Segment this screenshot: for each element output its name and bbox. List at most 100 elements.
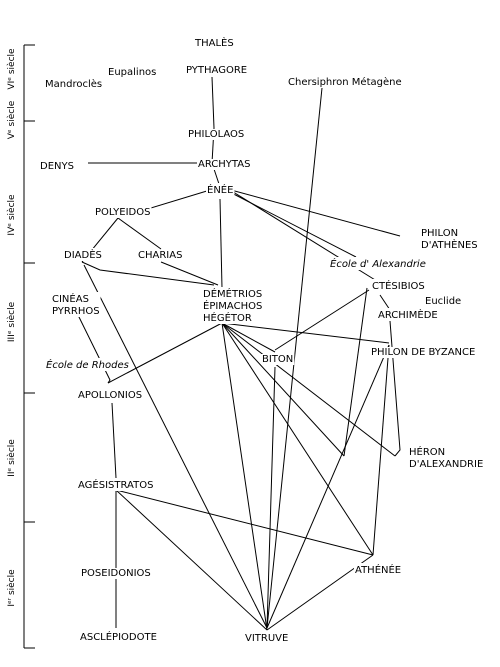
label-athenee: ATHÉNÉE bbox=[355, 563, 401, 576]
label-backdrop bbox=[137, 250, 184, 261]
edge-apollonios-to-agesistratos bbox=[111, 402, 117, 479]
label-euclide: Euclide bbox=[425, 296, 461, 307]
label-line: PYRRHOS bbox=[52, 306, 100, 317]
label-line: DÉMÉTRIOS bbox=[203, 287, 262, 300]
label-vitruve: VITRUVE bbox=[245, 633, 288, 644]
label-backdrop bbox=[45, 358, 130, 371]
label-backdrop bbox=[77, 478, 155, 491]
edge-demetrios-to-athenee bbox=[221, 322, 374, 556]
label-line: VITRUVE bbox=[245, 633, 288, 644]
label-line: HÉGÉTOR bbox=[203, 311, 252, 324]
label-backdrop bbox=[79, 630, 158, 643]
edge-ctesibios-to-biton bbox=[274, 289, 370, 351]
label-cineas: CINÉAS PYRRHOS bbox=[52, 292, 100, 317]
label-backdrop bbox=[187, 129, 246, 140]
edge-diades-to-demetrios bbox=[81, 261, 215, 286]
label-line: ÉNÉE bbox=[207, 183, 233, 196]
edge-ecole_rhodes-to-demetrios bbox=[107, 322, 223, 384]
edge-chersiphron-to-vitruve bbox=[266, 87, 323, 629]
century-label-c4: IVᵉ siècle bbox=[6, 194, 17, 236]
label-backdrop bbox=[193, 36, 235, 49]
label-backdrop bbox=[370, 347, 477, 358]
century-label-c3: IIIᵉ siècle bbox=[6, 301, 17, 342]
label-ctesibios: CTÉSIBIOS bbox=[372, 279, 425, 292]
label-line: THALÈS bbox=[194, 36, 234, 49]
label-backdrop bbox=[329, 257, 427, 270]
edge-polyeidos-to-charias bbox=[117, 217, 162, 250]
label-line: École de Rhodes bbox=[46, 358, 129, 371]
label-ecole-rhodes: École de Rhodes bbox=[46, 358, 129, 371]
label-poseidonios: POSEIDONIOS bbox=[81, 568, 151, 579]
label-backdrop bbox=[202, 287, 264, 324]
label-backdrop bbox=[44, 78, 104, 90]
label-pythagore: PYTHAGORE bbox=[186, 65, 247, 76]
edge-enee-to-philon_athenes bbox=[219, 186, 401, 237]
edge-archimede-to-heron bbox=[389, 320, 401, 457]
label-line: CTÉSIBIOS bbox=[372, 279, 425, 292]
label-philon-byzance: PHILON DE BYZANCE bbox=[371, 347, 475, 358]
label-backdrop bbox=[80, 568, 152, 579]
century-label-c6: VIᵉ siècle bbox=[6, 48, 17, 90]
label-backdrop bbox=[354, 563, 403, 576]
label-line: APOLLONIOS bbox=[78, 390, 142, 401]
edge-demetrios-to-vitruve bbox=[221, 322, 268, 631]
edge-demetrios-to-biton bbox=[221, 322, 276, 353]
label-eupalinos: Eupalinos bbox=[108, 67, 156, 78]
label-philon-athenes: PHILON D'ATHÈNES bbox=[421, 228, 478, 251]
label-line: PHILON bbox=[421, 228, 458, 239]
label-backdrop bbox=[197, 159, 252, 170]
label-backdrop bbox=[206, 183, 235, 196]
edge-philon_byzance-to-athenee bbox=[372, 344, 390, 556]
label-line: Chersiphron Métagène bbox=[288, 76, 402, 88]
century-axis: VIᵉ siècle Vᵉ siècle IVᵉ siècle IIIᵉ siècle… bbox=[6, 44, 35, 649]
label-line: D'ALEXANDRIE bbox=[409, 459, 483, 470]
label-biton: BITON bbox=[262, 354, 293, 365]
century-label-c5: Vᵉ siècle bbox=[6, 100, 17, 139]
label-line: POLYEIDOS bbox=[95, 207, 150, 218]
label-line: AGÉSISTRATOS bbox=[78, 478, 153, 491]
label-line: HÉRON bbox=[409, 445, 445, 458]
label-backdrop bbox=[185, 65, 249, 76]
edge-ctesibios-to-archimede bbox=[379, 294, 391, 311]
edge-diades-to-vitruve bbox=[83, 264, 268, 629]
connection-lines bbox=[77, 76, 401, 631]
label-backdrop bbox=[287, 76, 403, 88]
label-line: ARCHYTAS bbox=[198, 159, 250, 170]
label-backdrop bbox=[244, 633, 290, 644]
label-backdrop bbox=[424, 296, 463, 307]
edge-demetrios-to-philon_byzance bbox=[221, 322, 390, 344]
label-agesistratos: AGÉSISTRATOS bbox=[78, 478, 153, 491]
label-charias: CHARIAS bbox=[138, 250, 182, 261]
edge-philon_byzance-to-vitruve bbox=[266, 344, 390, 629]
label-diades: DIADÈS bbox=[64, 248, 102, 261]
label-backdrop bbox=[77, 390, 144, 401]
edge-enee-to-demetrios bbox=[219, 198, 223, 289]
edge-biton-to-vitruve bbox=[266, 366, 276, 629]
label-line: ATHÉNÉE bbox=[355, 563, 401, 576]
label-ecole-alexandrie: École d' Alexandrie bbox=[330, 257, 426, 270]
label-backdrop bbox=[408, 445, 485, 470]
label-line: DENYS bbox=[40, 161, 74, 172]
label-backdrop bbox=[420, 228, 479, 251]
edge-agesistratos-to-athenee bbox=[115, 489, 374, 556]
edge-demetrios-to-heron_junction bbox=[221, 322, 345, 457]
label-thales: THALÈS bbox=[194, 36, 234, 49]
label-line: École d' Alexandrie bbox=[330, 257, 426, 270]
label-demetrios: DÉMÉTRIOS ÉPIMACHOS HÉGÉTOR bbox=[203, 287, 262, 324]
edge-agesistratos-to-vitruve bbox=[115, 489, 268, 631]
century-label-c1: Iᵉʳ siècle bbox=[6, 569, 17, 607]
label-line: BITON bbox=[262, 354, 293, 365]
label-mandrocles: Mandroclès bbox=[45, 78, 102, 90]
edge-ctesibios-to-heron_junction bbox=[343, 287, 368, 457]
label-philolaos: PHILOLAOS bbox=[188, 129, 244, 140]
edge-charias-to-demetrios bbox=[160, 261, 219, 286]
label-line: PHILOLAOS bbox=[188, 129, 244, 140]
edge-enee-to-ecole_alexandrie bbox=[219, 186, 357, 258]
edge-cineas-to-ecole_rhodes bbox=[77, 314, 111, 384]
label-backdrop bbox=[371, 279, 426, 292]
label-line: DIADÈS bbox=[64, 248, 102, 261]
label-polyeidos: POLYEIDOS bbox=[95, 207, 150, 218]
edge-pythagore-to-philolaos bbox=[211, 76, 215, 129]
label-chersiphron: Chersiphron Métagène bbox=[288, 76, 402, 88]
